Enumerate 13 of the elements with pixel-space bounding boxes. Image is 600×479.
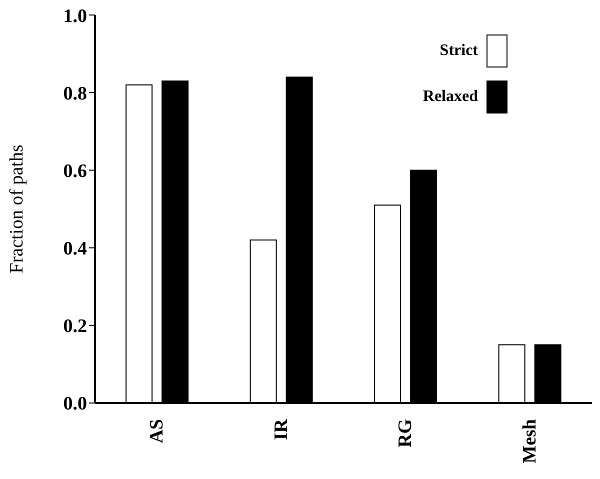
x-tick-label: RG <box>395 418 416 448</box>
y-tick-label: 0.6 <box>63 160 87 182</box>
x-tick-label: Mesh <box>519 418 540 464</box>
y-tick-label: 0.0 <box>63 394 87 415</box>
y-tick-label: 0.8 <box>63 83 87 104</box>
y-axis-title: Fraction of paths <box>6 144 28 274</box>
legend-label: Strict <box>438 42 478 60</box>
y-tick-label: 0.2 <box>63 316 87 338</box>
x-tick-label: AS <box>146 419 168 444</box>
y-tick-label: 1.0 <box>63 6 87 27</box>
x-tick-label: IR <box>270 418 292 440</box>
y-tick-label: 0.4 <box>63 238 88 260</box>
legend-label: Relaxed <box>422 88 478 106</box>
